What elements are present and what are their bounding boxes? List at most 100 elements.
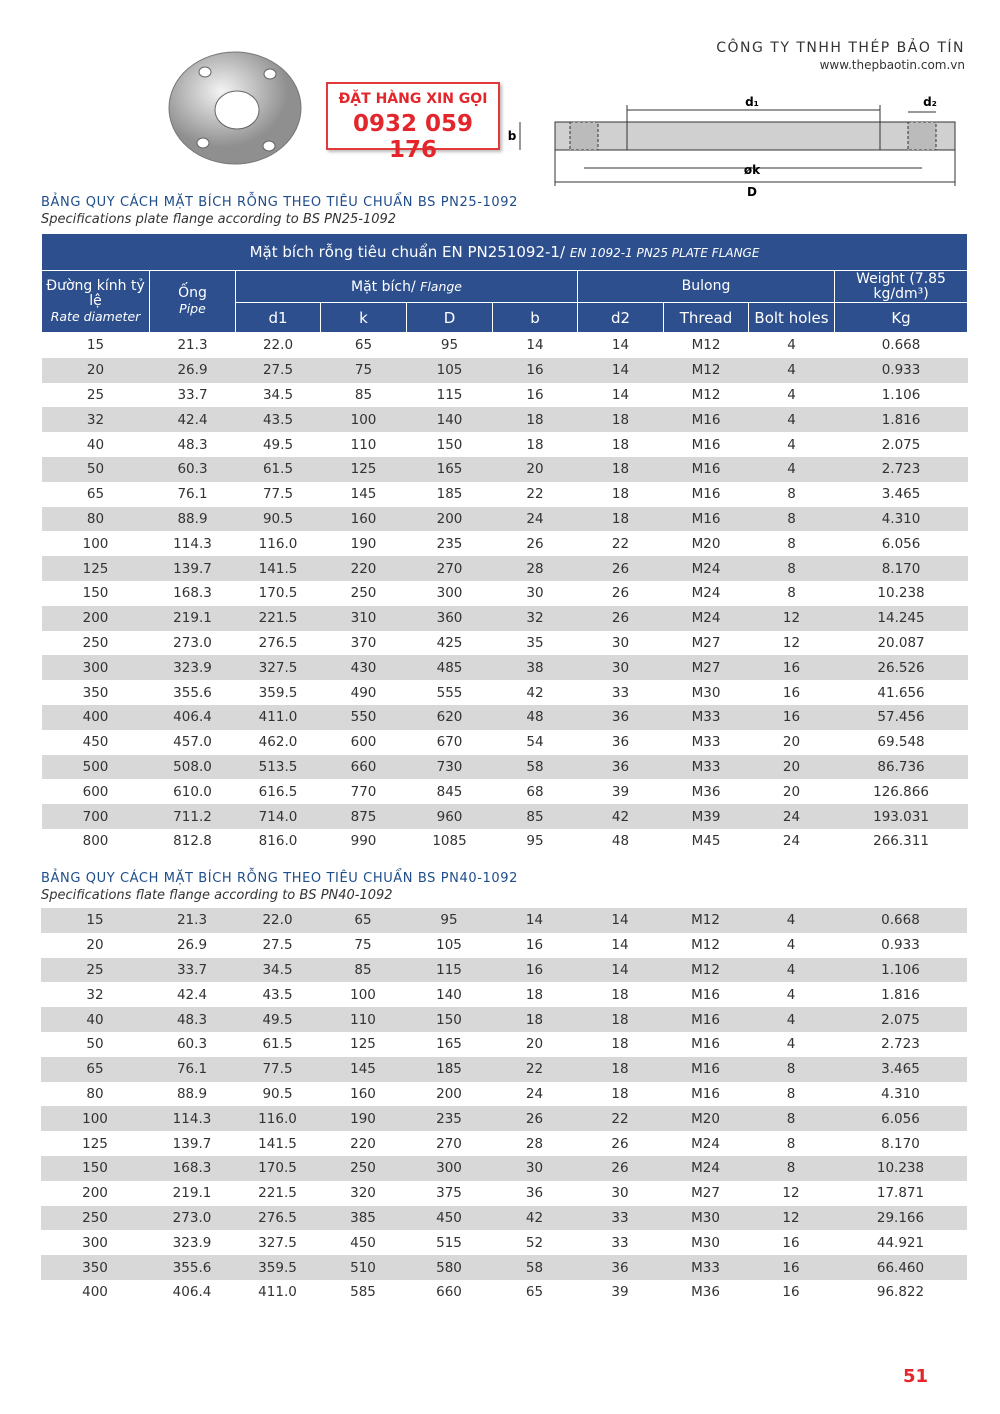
table-cell: 39 — [611, 1284, 629, 1301]
table-cell: 32 — [41, 407, 150, 433]
table-cell: 30 — [577, 655, 664, 681]
table-cell: 42 — [492, 1205, 577, 1231]
header-cell: Mặt bích/ Flange — [235, 270, 578, 303]
table-row: 800 812.8 816.0 990 1085 95 48 M45 24 266.311 — [42, 829, 968, 854]
table-cell: M33 — [663, 704, 749, 730]
table-cell: 110 — [320, 1007, 406, 1032]
table-cell: 160 — [320, 506, 407, 532]
table-cell: 8 — [748, 1106, 834, 1132]
table-cell: M12 — [691, 337, 721, 354]
table-cell: 14 — [577, 357, 664, 383]
flange-photo — [168, 51, 302, 165]
table-cell: 0.933 — [881, 937, 920, 954]
table-cell: 1.816 — [834, 407, 968, 433]
spec-table: 15 21.3 22.0 65 95 14 14 M12 4 0.668 20 26.9 27.5 75 1… — [41, 908, 967, 1305]
table-row: 400 406.4 411.0 585 660 65 39 M36 16 96.822 — [41, 1280, 967, 1305]
table-cell: 10.238 — [877, 585, 925, 602]
table-cell: 300 — [41, 655, 150, 681]
table-cell: 42 — [526, 684, 544, 701]
table-cell: 75 — [354, 937, 372, 954]
table-cell: 34.5 — [235, 957, 320, 983]
table-cell: 76.1 — [149, 1056, 235, 1082]
company-name: CÔNG TY TNHH THÉP BẢO TÍN — [716, 40, 965, 56]
table-cell: 4 — [748, 456, 835, 482]
table-cell: 300 — [406, 1155, 492, 1181]
table-cell: 6.056 — [834, 1106, 967, 1132]
table-cell: 16 — [748, 1255, 834, 1280]
table-cell: 6.056 — [881, 535, 921, 552]
table-row: 200 219.1 221.5 320 375 36 30 M27 12 17.871 — [41, 1181, 967, 1206]
table-cell: 12 — [782, 1185, 800, 1202]
table-cell: 85 — [492, 804, 578, 829]
table-cell: 48.3 — [177, 436, 208, 453]
table-cell: 600 — [350, 734, 377, 751]
table-cell: 65 — [525, 1284, 544, 1301]
table-cell: 0.668 — [834, 908, 967, 933]
table-cell: 485 — [406, 655, 493, 681]
table-cell: 250 — [82, 634, 109, 651]
table-cell: 711.2 — [149, 804, 236, 829]
table-cell: 350 — [41, 1255, 149, 1280]
table-cell: 250 — [320, 1155, 406, 1181]
table-cell: 48 — [492, 704, 578, 730]
table-cell: 26 — [577, 1155, 663, 1181]
table-cell: 65 — [320, 908, 406, 933]
table-cell: 26.9 — [176, 937, 208, 954]
table-cell: 425 — [436, 634, 463, 651]
table-cell: 250 — [350, 585, 377, 602]
table-cell: 20 — [525, 1036, 544, 1053]
table-cell: 8 — [787, 486, 796, 503]
table-cell: 18 — [611, 986, 629, 1003]
table-cell: 16 — [492, 957, 577, 983]
table-cell: 1.816 — [881, 986, 920, 1003]
table-row: 125 139.7 141.5 220 270 28 26 M24 8 8.170 — [41, 556, 968, 581]
table-cell: 145 — [320, 1056, 406, 1082]
table-row: 150 168.3 170.5 250 300 30 26 M24 8 10.238 — [42, 581, 968, 606]
table-cell: 42.4 — [149, 407, 236, 433]
table-cell: 61.5 — [235, 456, 321, 482]
table-cell: 8 — [787, 585, 796, 602]
table-cell: 457.0 — [173, 734, 212, 751]
table-cell: 168.3 — [173, 585, 212, 602]
table-cell: 49.5 — [235, 1007, 320, 1032]
table-cell: 8 — [786, 1135, 796, 1152]
table-cell: 85 — [354, 386, 373, 403]
table-row: 50 60.3 61.5 125 165 20 18 M16 4 2.723 — [41, 1032, 967, 1057]
table-cell: 4 — [786, 937, 796, 954]
table-cell: 18 — [611, 486, 630, 503]
table-cell: 12 — [748, 605, 835, 631]
table-cell: M24 — [663, 1155, 748, 1181]
table-cell: 14 — [611, 937, 629, 954]
table-cell: 114.3 — [173, 535, 212, 552]
table-cell: 219.1 — [172, 1185, 212, 1202]
table-cell: 18 — [492, 1007, 577, 1032]
table-cell: 190 — [320, 1106, 406, 1132]
table-row: 20 26.9 27.5 75 105 16 14 M12 4 0.933 — [41, 357, 968, 383]
table-cell: 276.5 — [235, 1205, 320, 1231]
table-cell: M16 — [691, 1085, 720, 1102]
table-cell: 30 — [611, 1185, 629, 1202]
table-cell: 8.170 — [881, 1135, 920, 1152]
table-cell: 61.5 — [262, 1036, 293, 1053]
table-cell: 85 — [320, 957, 406, 983]
label-D: D — [747, 185, 757, 199]
table-cell: 4 — [748, 908, 834, 933]
table-cell: 95 — [440, 337, 459, 354]
table-cell: 15 — [41, 908, 149, 933]
table-row: 250 273.0 276.5 370 425 35 30 M27 12 20.087 — [42, 631, 968, 656]
table-cell: 4 — [787, 386, 796, 403]
header-text: Mặt bích/ — [351, 278, 416, 295]
table-cell: 32 — [492, 605, 578, 631]
table-cell: 273.0 — [173, 634, 212, 651]
header-cell: Ống Pipe — [149, 270, 236, 333]
table-cell: 406.4 — [149, 704, 236, 730]
table-cell: 18 — [577, 407, 664, 433]
table-cell: 185 — [436, 486, 463, 503]
table-cell: 33 — [611, 684, 630, 701]
table-cell: 4 — [786, 986, 796, 1003]
table-cell: 20 — [782, 783, 801, 800]
caption-en: EN 1092-1 PN25 PLATE FLANGE — [569, 246, 760, 260]
table-row: 450 457.0 462.0 600 670 54 36 M33 20 69.548 — [42, 730, 968, 755]
table-cell: 359.5 — [258, 684, 298, 701]
section-title: BẢNG QUY CÁCH MẶT BÍCH RỖNG THEO TIÊU CH… — [41, 195, 519, 210]
